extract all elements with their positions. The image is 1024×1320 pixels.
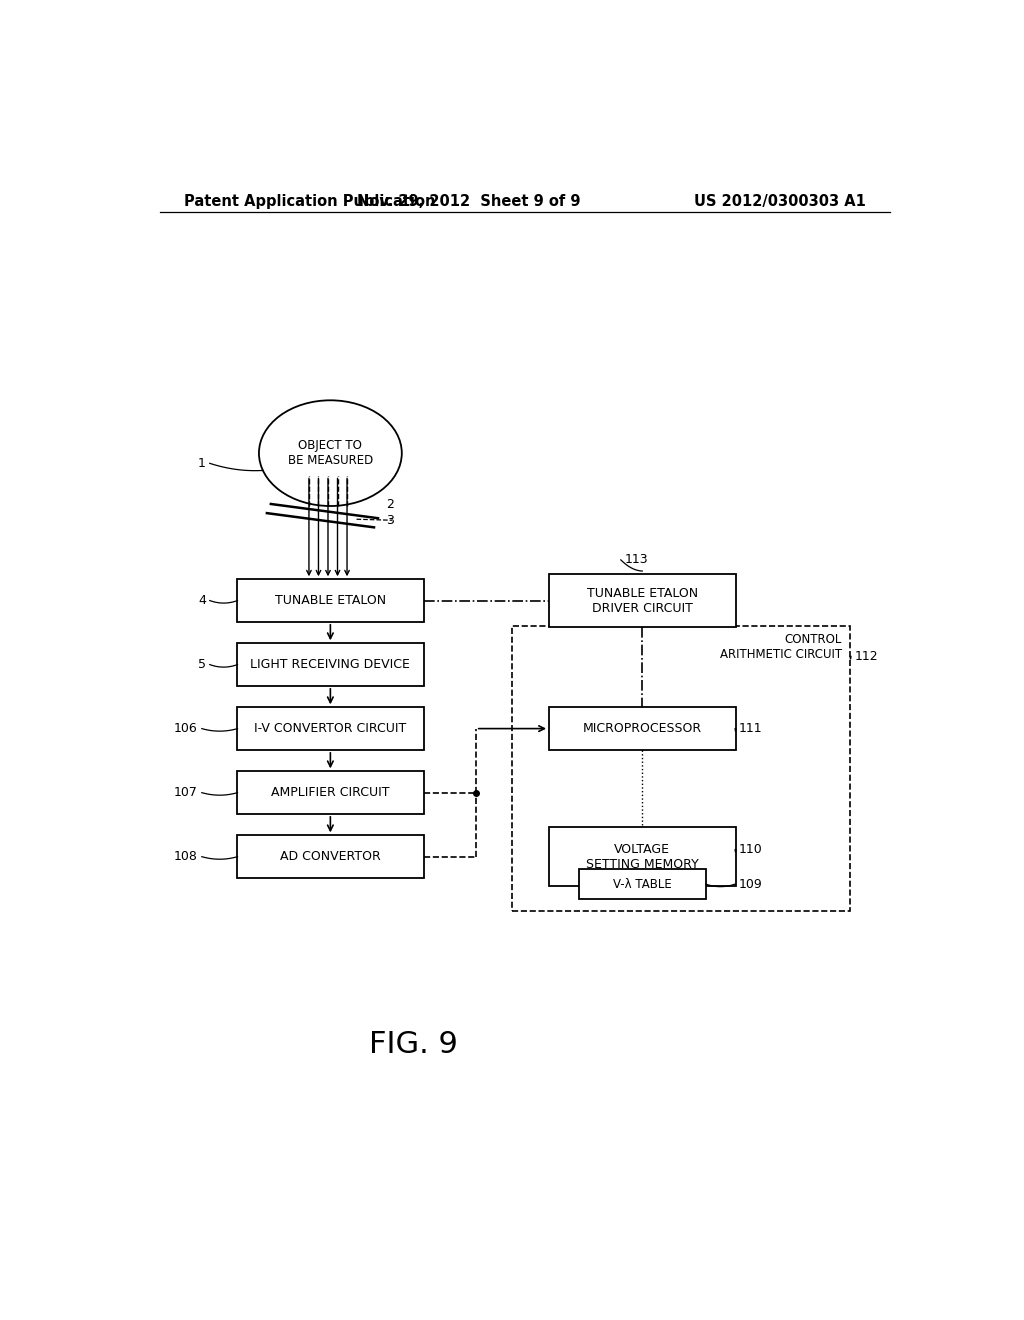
Text: 2: 2 [386,499,394,511]
Text: 111: 111 [739,722,763,735]
Text: 113: 113 [625,553,648,566]
Bar [238,708,424,750]
Text: OBJECT TO
BE MEASURED: OBJECT TO BE MEASURED [288,440,373,467]
Text: 109: 109 [739,878,763,891]
Text: LIGHT RECEIVING DEVICE: LIGHT RECEIVING DEVICE [251,659,411,671]
Bar [549,574,735,627]
Text: 112: 112 [855,649,879,663]
Text: AD CONVERTOR: AD CONVERTOR [280,850,381,863]
Text: 110: 110 [739,843,763,857]
Text: I-V CONVERTOR CIRCUIT: I-V CONVERTOR CIRCUIT [254,722,407,735]
Bar [512,626,850,911]
Bar [549,828,735,886]
Text: VOLTAGE
SETTING MEMORY: VOLTAGE SETTING MEMORY [586,842,698,871]
Bar [238,771,424,814]
Text: 4: 4 [198,594,206,607]
Text: CONTROL
ARITHMETIC CIRCUIT: CONTROL ARITHMETIC CIRCUIT [720,634,842,661]
Text: US 2012/0300303 A1: US 2012/0300303 A1 [694,194,866,209]
Bar [238,579,424,622]
Text: 3: 3 [386,513,394,527]
Text: MICROPROCESSOR: MICROPROCESSOR [583,722,701,735]
Text: V-λ TABLE: V-λ TABLE [613,878,672,891]
Text: 1: 1 [198,457,206,470]
Bar [549,708,735,750]
Text: 108: 108 [174,850,198,863]
Text: AMPLIFIER CIRCUIT: AMPLIFIER CIRCUIT [271,787,389,799]
Bar [238,836,424,878]
Text: FIG. 9: FIG. 9 [370,1030,458,1059]
Text: TUNABLE ETALON
DRIVER CIRCUIT: TUNABLE ETALON DRIVER CIRCUIT [587,586,697,615]
Text: Nov. 29, 2012  Sheet 9 of 9: Nov. 29, 2012 Sheet 9 of 9 [357,194,581,209]
Text: 107: 107 [174,787,198,799]
Bar [579,869,706,899]
Text: 106: 106 [174,722,198,735]
Bar [238,643,424,686]
Text: 5: 5 [198,659,206,671]
Ellipse shape [259,400,401,506]
Text: TUNABLE ETALON: TUNABLE ETALON [274,594,386,607]
Text: Patent Application Publication: Patent Application Publication [183,194,435,209]
